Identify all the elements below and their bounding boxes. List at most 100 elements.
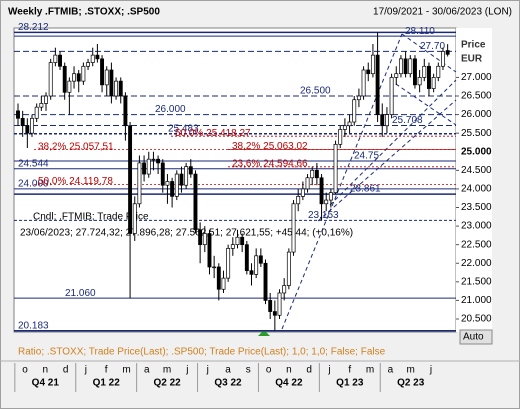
y-tick-label: 23.000 [461,221,492,232]
y-tick-label: 22.500 [461,239,492,250]
level-label: 26.500 [300,86,331,97]
level-label: 20.183 [18,320,49,331]
candle-body [118,80,123,97]
candle-body [142,162,147,175]
level-label: 24.544 [18,158,49,169]
candle-body [258,255,263,264]
candle-body [72,73,76,82]
quarter-label: Q1 23 [336,378,364,389]
candle-body [403,58,408,75]
x-tick-label: d [306,365,312,376]
y-tick-label: 20.500 [461,314,492,325]
candle-body [254,255,259,275]
candle-body [81,65,86,82]
candle-body [123,95,128,127]
candle-body [272,311,277,316]
candle-body [282,285,287,294]
candle-body [431,77,436,89]
y-axis-area [456,28,492,332]
candle-body [165,181,170,186]
candle-body [128,125,133,234]
candle-body [156,158,161,164]
level-label: 24.000 [18,179,49,190]
candle-body [394,73,399,78]
quarter-label: Q1 22 [93,378,121,389]
x-tick-label: j [327,365,330,376]
auto-button-label[interactable]: Auto [463,332,484,343]
x-tick-label: n [286,365,292,376]
candle-body [174,173,179,197]
level-label: 28.110 [405,26,435,37]
candle-body [314,169,319,179]
candle-body [179,173,184,186]
level-label: 23.153 [308,210,339,221]
candle-body [408,58,413,75]
x-tick-label: f [348,365,351,376]
x-tick-label: s [246,365,251,376]
level-label: 24.75 [354,151,379,162]
level-label: 21.060 [65,288,96,299]
quarter-label: Q2 23 [397,378,425,389]
candle-body [249,270,254,275]
y-tick-label: 25.500 [461,128,492,139]
candle-body [104,69,109,86]
candle-body [235,236,240,246]
candle-body [160,162,165,186]
x-tick-label: f [105,365,108,376]
trend-line [389,79,457,126]
candle-body [39,103,44,108]
quarter-label: Q2 22 [153,378,181,389]
candle-body [100,58,105,86]
candle-body [86,62,90,67]
candle-body [370,54,375,75]
candle-body [226,248,231,279]
candle-body [291,203,296,253]
candle-body [212,266,217,269]
candle-body [268,300,273,312]
candle-body [221,277,226,290]
y-tick-label: 21.000 [461,295,492,306]
x-tick-label: j [84,365,87,376]
x-tick-label: o [22,365,28,376]
candle-body [413,58,417,86]
fib-label: 23,6% 24.594,66 [232,158,308,169]
fib-label: 50,0% 24.119,78 [38,176,113,187]
level-label: 27.70 [420,41,445,52]
candle-body [184,166,189,186]
level-label: 23.861 [350,184,381,195]
y-tick-label: 26.000 [461,109,492,120]
candle-body [445,50,450,55]
candle-body [16,110,20,119]
info-title: Cndl; .FTMIB; Trade Price [33,212,149,223]
x-tick-label: m [407,365,415,376]
auto-button[interactable] [459,329,493,345]
candle-body [427,65,431,89]
y-tick-label: 22.000 [461,258,492,269]
candle-body [25,125,30,134]
candle-body [230,244,235,249]
current-value-label: 25.000 [461,146,492,157]
y-tick-label: 27.000 [461,72,492,83]
x-tick-label: a [144,365,150,376]
candle-body [324,199,329,205]
candle-body [207,233,212,268]
x-tick-label: m [163,365,171,376]
info-line: 23/06/2023; 27.724,32; 27.896,28; 27.562… [20,228,353,239]
candle-body [398,58,403,75]
x-tick-label: a [225,365,231,376]
candle-body [202,233,207,246]
candle-body [67,80,72,93]
trend-line [317,99,457,222]
x-tick-label: m [366,365,374,376]
candle-body [310,169,315,179]
footer: Ratio; .STOXX; Trade Price(Last); .SP500… [18,347,386,358]
candle-body [361,69,366,97]
plot-area [13,27,457,333]
x-tick-label: o [266,365,272,376]
marker [258,330,270,336]
candle-body [347,121,352,127]
x-tick-label: n [43,365,49,376]
candle-body [375,54,380,115]
quarter-label: Q4 21 [32,378,60,389]
